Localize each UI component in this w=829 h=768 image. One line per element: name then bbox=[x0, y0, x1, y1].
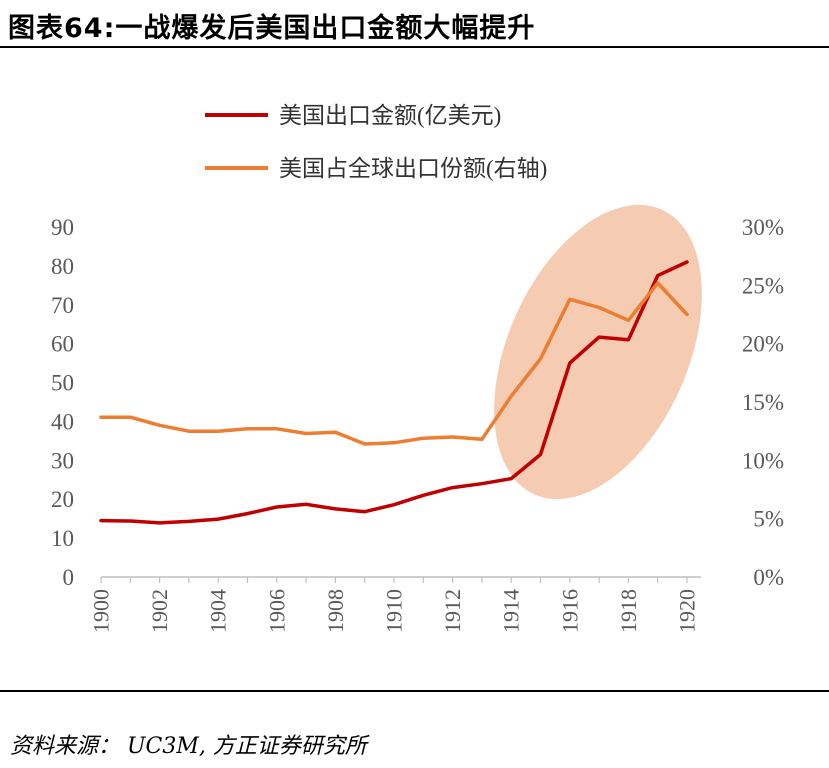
y-left-tick-label: 80 bbox=[51, 254, 74, 279]
figure-title: 图表64:一战爆发后美国出口金额大幅提升 bbox=[8, 13, 536, 44]
y-right-tick-label: 15% bbox=[742, 390, 784, 415]
y-left-tick-label: 90 bbox=[51, 215, 74, 240]
y-right-tick-label: 25% bbox=[742, 273, 784, 298]
y-left-tick-label: 30 bbox=[51, 448, 74, 473]
chart: 1900 1902 1904 1906 1908 1910 1912 1914 1916 1918… bbox=[51, 103, 784, 633]
x-tick-label: 1906 bbox=[264, 589, 289, 633]
x-tick-label: 1914 bbox=[499, 589, 524, 633]
x-tick-label: 1920 bbox=[675, 589, 700, 633]
series-line-export-share bbox=[99, 281, 689, 446]
footer-rule bbox=[0, 690, 829, 692]
x-tick-label: 1904 bbox=[206, 589, 231, 633]
series-line-export-value bbox=[99, 260, 689, 525]
y-right-tick-label: 20% bbox=[742, 332, 784, 357]
y-right-tick-label: 0% bbox=[753, 565, 784, 590]
y-right-tick-label: 10% bbox=[742, 448, 784, 473]
x-tick-label: 1916 bbox=[557, 589, 582, 633]
highlight-ellipse bbox=[494, 204, 702, 500]
y-left-tick-label: 40 bbox=[51, 409, 74, 434]
y-right-tick-label: 5% bbox=[753, 507, 784, 532]
title-rule bbox=[0, 46, 829, 48]
y-right-tick-label: 30% bbox=[742, 215, 784, 240]
y-left-tick-label: 70 bbox=[51, 293, 74, 318]
legend-label: 美国占全球出口份额(右轴) bbox=[279, 156, 547, 181]
y-left-tick-label: 0 bbox=[63, 565, 75, 590]
x-tick-label: 1900 bbox=[89, 589, 114, 633]
x-tick-label: 1908 bbox=[323, 589, 348, 633]
source-note: 资料来源： UC3M, 方正证券研究所 bbox=[10, 734, 367, 759]
y-left-tick-label: 50 bbox=[51, 371, 74, 396]
x-tick-label: 1912 bbox=[440, 589, 465, 633]
y-left-tick-label: 10 bbox=[51, 526, 74, 551]
legend-label: 美国出口金额(亿美元) bbox=[279, 103, 501, 128]
x-tick-label: 1910 bbox=[382, 589, 407, 633]
y-left-tick-label: 20 bbox=[51, 487, 74, 512]
x-tick-label: 1918 bbox=[616, 589, 641, 633]
y-left-tick-label: 60 bbox=[51, 332, 74, 357]
x-tick-label: 1902 bbox=[147, 589, 172, 633]
